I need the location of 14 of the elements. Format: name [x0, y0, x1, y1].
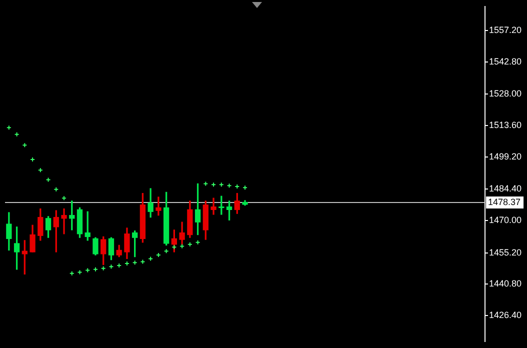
ref-line-label: 1478.37	[488, 196, 521, 207]
y-tick-label: 1557.20	[489, 24, 522, 35]
y-tick-label: 1528.00	[489, 88, 522, 99]
y-tick-label: 1470.00	[489, 215, 522, 226]
y-tick-label: 1542.80	[489, 56, 522, 66]
y-tick-label: 1426.40	[489, 310, 522, 320]
y-tick-label: 1484.40	[489, 184, 522, 194]
candlestick	[61, 208, 67, 234]
y-tick-label: 1440.80	[489, 278, 522, 289]
y-tick-label: 1499.20	[489, 151, 522, 162]
candlestick	[156, 196, 162, 216]
candlestick	[210, 198, 216, 215]
y-tick-label: 1513.60	[489, 120, 522, 130]
y-tick-label: 1455.20	[489, 247, 522, 258]
